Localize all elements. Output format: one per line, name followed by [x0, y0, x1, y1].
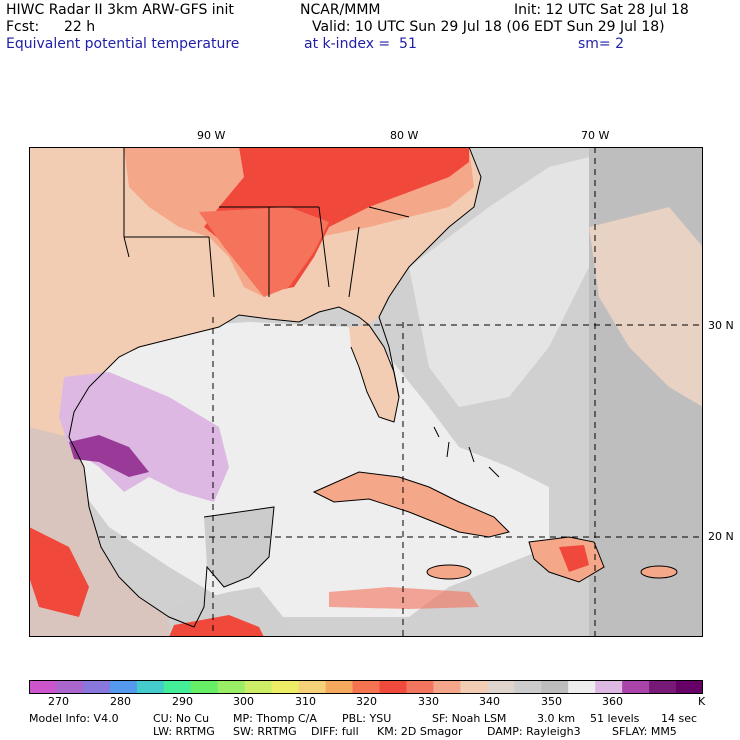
graticule: [99, 147, 703, 637]
model-info-pbl: PBL: YSU: [342, 712, 392, 725]
mexico-warm-west: [29, 527, 89, 617]
colorbar-tick-340: 340: [479, 695, 500, 708]
purple-core: [69, 435, 149, 477]
state-lines: [123, 147, 410, 298]
model-info-cu: CU: No Cu: [153, 712, 210, 725]
colorbar-swatch: [487, 680, 515, 694]
jamaica-coast: [426, 564, 472, 580]
lat-label-30n: 30 N: [708, 319, 734, 332]
land-puerto-rico: [641, 566, 677, 578]
colorbar-swatch: [136, 680, 165, 694]
lon-label-90w: 90 W: [197, 129, 226, 142]
colorbar-swatch: [622, 680, 650, 694]
model-info-sflay: SFLAY: MM5: [612, 725, 677, 738]
coastlines: [68, 147, 678, 628]
lon-label-70w: 70 W: [581, 129, 610, 142]
colorbar-swatch: [433, 680, 461, 694]
colorbar-swatch: [568, 680, 596, 694]
land-florida: [349, 325, 399, 422]
colorbar-tick-360: 360: [602, 695, 623, 708]
model-info-diff: DIFF: full: [311, 725, 359, 738]
model-info-sf: SF: Noah LSM: [432, 712, 507, 725]
land-jamaica: [427, 565, 471, 579]
forecast-label: Fcst:: [6, 19, 40, 35]
atlantic-tan-swath: [589, 207, 703, 407]
land-cuba: [314, 472, 509, 537]
colorbar-tick-320: 320: [356, 695, 377, 708]
model-info-mp: MP: Thomp C/A: [233, 712, 317, 725]
colorbar-swatch: [514, 680, 542, 694]
map-frame: [29, 147, 703, 637]
colorbar-swatch: [352, 680, 380, 694]
colorbar-swatch: [190, 680, 219, 694]
model-info-damp: DAMP: Rayleigh3: [487, 725, 581, 738]
colorbar-unit: K: [698, 695, 706, 708]
hispaniola-coast: [528, 536, 605, 583]
organization: NCAR/MMM: [300, 2, 381, 18]
model-info-sw: SW: RRTMG: [233, 725, 297, 738]
central-america-warm: [169, 615, 264, 637]
colorbar-tick-350: 350: [541, 695, 562, 708]
colorbar-swatch: [244, 680, 273, 694]
colorbar-swatch: [163, 680, 192, 694]
colorbar-tick-270: 270: [48, 695, 69, 708]
model-info-timestep: 14 sec: [661, 712, 698, 725]
model-info-version: Model Info: V4.0: [29, 712, 119, 725]
lon-label-80w: 80 W: [390, 129, 419, 142]
colorbar-frame: [29, 680, 703, 694]
colorbar-swatch: [109, 680, 138, 694]
colorbar-swatch: [82, 680, 111, 694]
caribbean-warm-streak: [329, 587, 479, 609]
colorbar-swatch: [595, 680, 623, 694]
init-time: Init: 12 UTC Sat 28 Jul 18: [514, 2, 689, 18]
light-ocean-area: [39, 322, 549, 617]
light-ocean-atlantic: [409, 157, 589, 407]
theta-e-map: [29, 147, 703, 637]
colorbar-tick-330: 330: [418, 695, 439, 708]
smoothing-info: sm= 2: [578, 36, 625, 52]
hispaniola-hot: [559, 545, 589, 572]
colorbar-swatch: [460, 680, 488, 694]
hot-area-core: [199, 207, 329, 297]
colorbar-swatch: [325, 680, 354, 694]
colorbar-swatch: [649, 680, 677, 694]
us-atlantic-coast: [378, 147, 482, 398]
valid-time: Valid: 10 UTC Sun 29 Jul 18 (06 EDT Sun …: [312, 19, 665, 35]
colorbar-tick-300: 300: [233, 695, 254, 708]
level-info: at k-index = 51: [304, 36, 417, 52]
model-info-resolution: 3.0 km: [537, 712, 576, 725]
colorbar-swatch: [298, 680, 327, 694]
field-name: Equivalent potential temperature: [6, 36, 240, 52]
colorbar-tick-280: 280: [110, 695, 131, 708]
colorbar-swatch: [55, 680, 84, 694]
lat-label-20n: 20 N: [708, 530, 734, 543]
colorbar-swatch: [541, 680, 569, 694]
colorbar-tick-290: 290: [172, 695, 193, 708]
puerto-rico-coast: [640, 565, 678, 579]
colorbar-tick-310: 310: [295, 695, 316, 708]
colorbar-swatch: [271, 680, 300, 694]
model-title: HIWC Radar II 3km ARW-GFS init: [6, 2, 234, 18]
bahamas: [433, 426, 500, 478]
model-info-km: KM: 2D Smagor: [377, 725, 463, 738]
colorbar-swatch: [379, 680, 407, 694]
colorbar-swatch: [29, 680, 57, 694]
colorbar: [29, 680, 703, 694]
model-info-lw: LW: RRTMG: [153, 725, 215, 738]
forecast-hour: 22 h: [64, 19, 96, 35]
mexico-coast: [68, 436, 275, 628]
colorbar-swatch: [676, 680, 703, 694]
lavender-plume: [59, 372, 229, 502]
colorbar-swatch: [406, 680, 434, 694]
land-yucatan: [204, 507, 274, 587]
model-info-levels: 51 levels: [590, 712, 640, 725]
colorbar-swatch: [217, 680, 246, 694]
cuba-coast: [312, 471, 510, 538]
us-gulf-coast: [68, 306, 400, 438]
